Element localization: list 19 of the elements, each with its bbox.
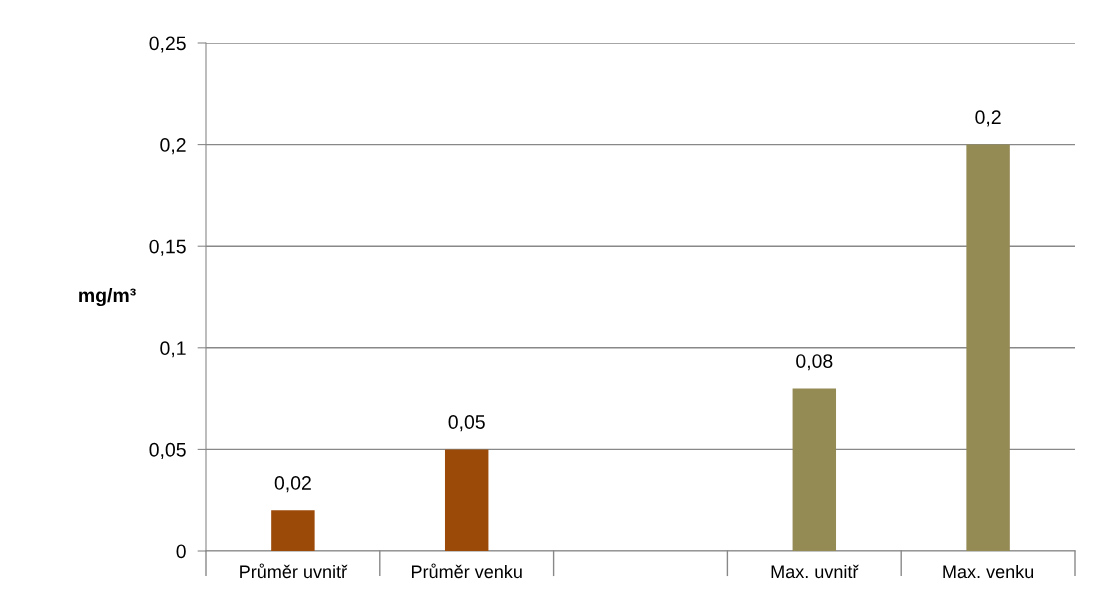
y-tick-label: 0 xyxy=(176,544,186,559)
data-label: 0,02 xyxy=(274,476,311,493)
bar xyxy=(444,449,489,551)
data-label: 0,08 xyxy=(796,354,833,371)
y-tick-label: 0,2 xyxy=(160,138,186,155)
y-tick-label: 0,15 xyxy=(149,239,186,256)
bar xyxy=(792,388,837,551)
y-tick-label: 0,25 xyxy=(149,36,186,53)
x-tick-label: Max. uvnitř xyxy=(771,564,859,579)
data-label: 0,05 xyxy=(448,415,485,432)
x-tick-label: Max. venku xyxy=(943,564,1034,579)
x-tick-label: Průměr uvnitř xyxy=(240,563,348,579)
data-label: 0,2 xyxy=(975,110,1001,127)
y-tick-label: 0,1 xyxy=(160,341,186,358)
x-tick-label: Průměr venku xyxy=(411,563,522,579)
bar xyxy=(271,510,315,551)
y-axis-title: mg/m³ xyxy=(79,287,136,307)
bar xyxy=(966,144,1010,551)
y-tick-label: 0,05 xyxy=(149,442,186,459)
